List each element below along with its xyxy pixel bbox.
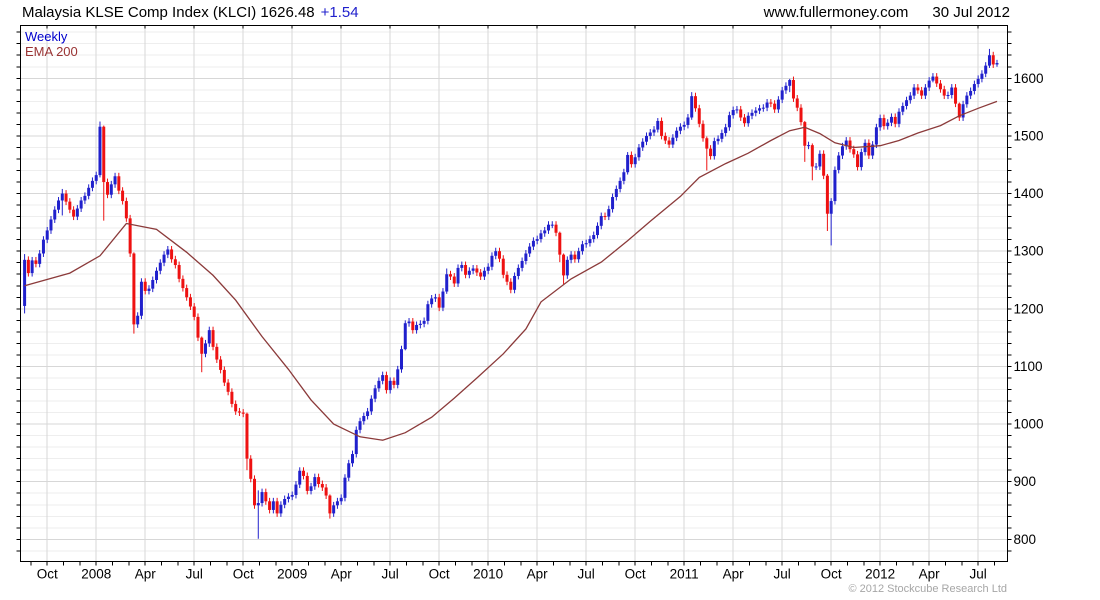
svg-text:900: 900 bbox=[1014, 474, 1037, 489]
svg-text:1000: 1000 bbox=[1014, 417, 1044, 432]
svg-text:Jul: Jul bbox=[774, 567, 791, 582]
svg-text:2009: 2009 bbox=[277, 567, 307, 582]
header-right: www.fullermoney.com 30 Jul 2012 bbox=[764, 4, 1010, 21]
svg-text:1100: 1100 bbox=[1014, 359, 1043, 374]
svg-text:Jul: Jul bbox=[970, 567, 987, 582]
svg-text:Apr: Apr bbox=[331, 567, 353, 582]
svg-text:Oct: Oct bbox=[821, 567, 842, 582]
svg-text:Jul: Jul bbox=[186, 567, 203, 582]
price-change: +1.54 bbox=[320, 4, 359, 21]
svg-text:Oct: Oct bbox=[625, 567, 646, 582]
svg-text:2010: 2010 bbox=[473, 567, 503, 582]
svg-text:2012: 2012 bbox=[865, 567, 895, 582]
svg-text:2011: 2011 bbox=[670, 567, 699, 582]
svg-text:800: 800 bbox=[1014, 532, 1037, 547]
date-label: 30 Jul 2012 bbox=[932, 4, 1010, 21]
svg-text:Jul: Jul bbox=[578, 567, 595, 582]
svg-text:Apr: Apr bbox=[527, 567, 549, 582]
page-title: Malaysia KLSE Comp Index (KLCI) 1626.48 +… bbox=[22, 4, 359, 21]
legend-weekly: Weekly bbox=[25, 29, 68, 44]
svg-text:2008: 2008 bbox=[81, 567, 111, 582]
svg-text:1200: 1200 bbox=[1014, 301, 1044, 316]
svg-text:1600: 1600 bbox=[1014, 71, 1044, 86]
svg-text:Apr: Apr bbox=[723, 567, 745, 582]
svg-text:1300: 1300 bbox=[1014, 244, 1044, 259]
copyright-notice: © 2012 Stockcube Research Ltd bbox=[848, 583, 1007, 595]
svg-text:Oct: Oct bbox=[37, 567, 58, 582]
svg-text:Apr: Apr bbox=[919, 567, 941, 582]
instrument-title: Malaysia KLSE Comp Index (KLCI) 1626.48 bbox=[22, 4, 315, 21]
svg-text:Apr: Apr bbox=[135, 567, 157, 582]
website-label: www.fullermoney.com bbox=[763, 4, 909, 21]
chart-legend: Weekly EMA 200 bbox=[25, 29, 78, 59]
svg-text:1500: 1500 bbox=[1014, 128, 1044, 143]
legend-ema: EMA 200 bbox=[25, 44, 78, 59]
svg-text:Oct: Oct bbox=[429, 567, 450, 582]
svg-text:1400: 1400 bbox=[1014, 186, 1044, 201]
svg-text:Oct: Oct bbox=[233, 567, 254, 582]
svg-text:Jul: Jul bbox=[382, 567, 399, 582]
